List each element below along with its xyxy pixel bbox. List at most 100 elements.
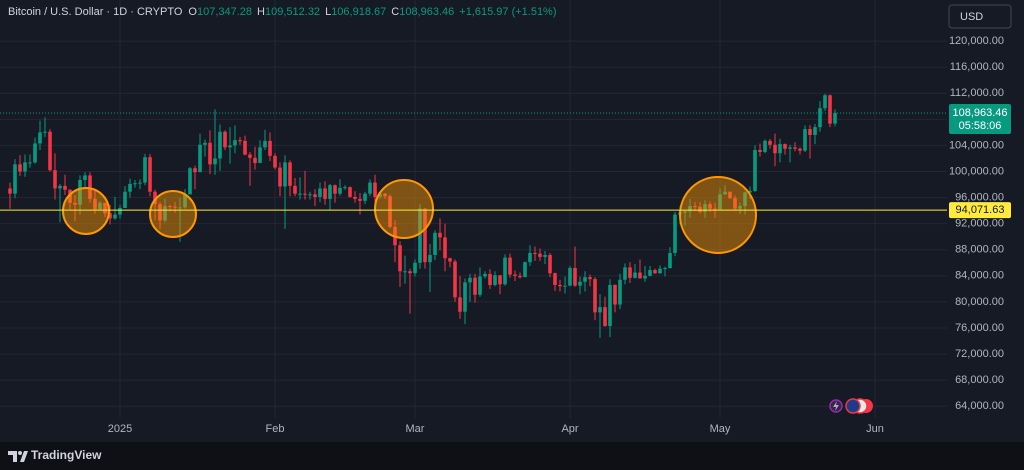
highlight-circle[interactable] <box>374 179 434 239</box>
candle-body <box>813 127 817 135</box>
y-tick-label: 76,000.00 <box>955 322 1004 334</box>
candle-body <box>498 275 502 285</box>
candle-body <box>258 147 262 164</box>
candle-body <box>348 187 352 197</box>
candle-body <box>88 175 92 199</box>
candle-body <box>213 158 217 165</box>
candle-body <box>543 254 547 257</box>
candle-body <box>648 269 652 276</box>
candle-body <box>723 191 727 195</box>
candle-body <box>493 275 497 285</box>
currency-button[interactable] <box>948 4 1012 29</box>
candle-body <box>833 113 837 124</box>
event-icon[interactable] <box>845 398 861 414</box>
candle-body <box>823 95 827 109</box>
candle-body <box>113 214 117 219</box>
y-tick-label: 96,000.00 <box>955 191 1004 203</box>
candle-body <box>228 145 232 148</box>
candle-body <box>473 277 477 295</box>
candle-body <box>73 202 77 205</box>
candle-body <box>568 268 572 286</box>
candle-body <box>778 144 782 154</box>
candle-body <box>428 254 432 263</box>
candle-body <box>268 140 272 156</box>
candle-body <box>308 194 312 196</box>
candle-body <box>478 276 482 295</box>
candle-body <box>363 193 367 201</box>
candle-body <box>243 140 247 155</box>
candle-body <box>818 108 822 128</box>
candle-body <box>783 144 787 149</box>
candle-body <box>163 206 167 221</box>
candle-body <box>63 185 67 190</box>
x-tick-label: May <box>710 423 731 435</box>
candle-body <box>433 232 437 255</box>
events[interactable] <box>829 398 873 414</box>
highlight-circle[interactable] <box>679 176 757 254</box>
brand-logo <box>8 451 28 462</box>
candle-body <box>298 193 302 195</box>
price-change: +1,615.97 (+1.51%) <box>459 6 556 18</box>
highlight-circle[interactable] <box>62 187 110 235</box>
candle-body <box>48 131 52 171</box>
candle-body <box>633 272 637 278</box>
candle-body <box>383 193 387 197</box>
candle-body <box>593 279 597 313</box>
candle-body <box>273 155 277 168</box>
candle-body <box>738 206 742 209</box>
candle-body <box>828 95 832 124</box>
y-tick-label: 80,000.00 <box>955 296 1004 308</box>
ohlc-value: 108,963.46 <box>399 6 454 18</box>
x-tick-label: Mar <box>406 423 425 435</box>
last-price-label: 108,963.46 <box>952 107 1007 119</box>
candle-body <box>193 168 197 173</box>
candle-body <box>373 182 377 197</box>
candle-body <box>178 207 182 209</box>
candles <box>8 93 837 338</box>
candle-body <box>608 284 612 327</box>
candle-body <box>303 193 307 195</box>
candle-body <box>638 272 642 279</box>
candle-body <box>768 140 772 145</box>
candle-body <box>143 157 147 183</box>
candle-body <box>353 196 357 199</box>
candle-body <box>798 148 802 151</box>
ohlc-key: H <box>257 6 265 18</box>
candle-body <box>233 140 237 146</box>
candle-body <box>558 284 562 287</box>
candle-body <box>253 157 257 164</box>
candle-body <box>283 162 287 187</box>
ohlc-key: L <box>325 6 331 18</box>
candle-body <box>773 144 777 154</box>
candle-body <box>18 164 22 172</box>
candle-body <box>718 194 722 210</box>
candle-body <box>8 188 12 194</box>
candle-body <box>118 208 122 215</box>
footer <box>0 442 1024 470</box>
highlight-circle[interactable] <box>149 190 197 238</box>
candle-body <box>763 140 767 152</box>
candle-body <box>358 198 362 201</box>
candle-body <box>548 254 552 274</box>
candle-body <box>658 268 662 274</box>
candle-body <box>133 183 137 185</box>
ohlc-key: C <box>391 6 399 18</box>
candle-body <box>43 131 47 133</box>
y-tick-label: 68,000.00 <box>955 374 1004 386</box>
candle-body <box>318 188 322 197</box>
candle-body <box>368 182 372 194</box>
y-tick-label: 112,000.00 <box>950 87 1004 99</box>
candle-body <box>488 273 492 285</box>
candle-body <box>728 191 732 199</box>
y-tick-label: 116,000.00 <box>950 61 1004 73</box>
candle-body <box>68 189 72 203</box>
candle-body <box>78 179 82 205</box>
y-tick-label: 88,000.00 <box>955 244 1004 256</box>
candle-body <box>458 297 462 312</box>
candle-body <box>613 284 617 305</box>
candle-body <box>223 131 227 148</box>
candle-body <box>103 202 107 214</box>
x-tick-label: 2025 <box>108 423 132 435</box>
candle-body <box>333 185 337 194</box>
